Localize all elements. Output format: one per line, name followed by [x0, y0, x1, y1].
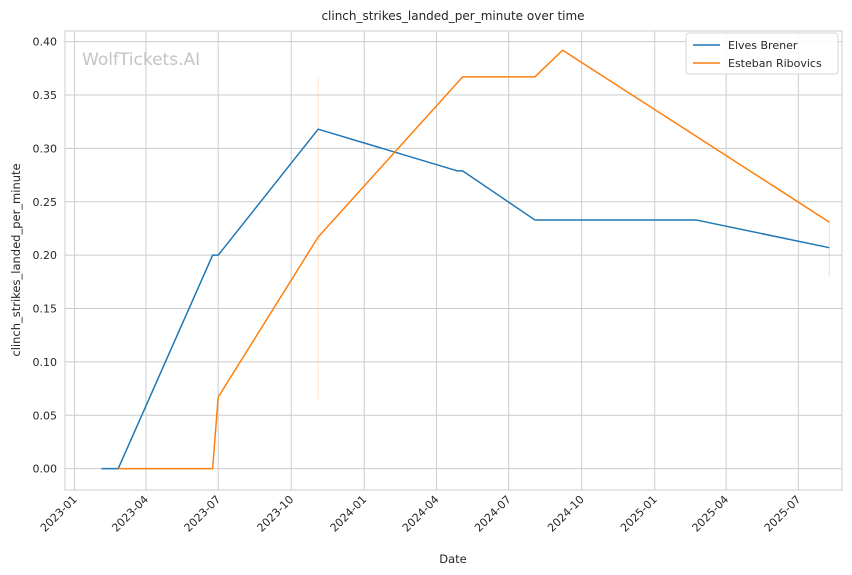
y-tick-label: 0.40 — [33, 36, 58, 49]
x-tick-label: 2025-01 — [618, 493, 660, 535]
y-tick-label: 0.10 — [33, 356, 58, 369]
x-tick-label: 2023-07 — [182, 493, 224, 535]
plot-background — [65, 31, 842, 490]
watermark: WolfTickets.AI — [82, 50, 200, 70]
x-axis-title: Date — [439, 552, 467, 566]
legend-label-esteban-ribovics: Esteban Ribovics — [728, 57, 822, 70]
x-tick-label: 2025-07 — [762, 493, 804, 535]
y-axis-title: clinch_strikes_landed_per_minute — [9, 163, 23, 356]
x-tick-labels: 2023-01 2023-04 2023-07 2023-10 2024-01 2024-… — [38, 493, 804, 535]
series-lines — [101, 49, 830, 470]
plot-frame — [64, 30, 843, 491]
series-line-esteban-ribovics — [118, 49, 830, 470]
y-tick-label: 0.20 — [33, 249, 58, 262]
legend-box — [685, 32, 839, 75]
x-tick-label: 2023-10 — [255, 493, 297, 535]
series-line-elves-brener — [101, 128, 830, 470]
x-tick-label: 2025-04 — [690, 493, 732, 535]
legend-label-elves-brener: Elves Brener — [728, 39, 798, 52]
x-tick-label: 2024-04 — [400, 493, 442, 535]
y-tick-label: 0.35 — [33, 89, 58, 102]
x-gridlines — [74, 31, 799, 490]
legend: Elves Brener Esteban Ribovics — [685, 32, 839, 75]
y-tick-label: 0.25 — [33, 196, 58, 209]
y-tick-labels: 0.00 0.05 0.10 0.15 0.20 0.25 0.30 0.35 0.40 — [33, 36, 58, 476]
y-tick-label: 0.05 — [33, 409, 58, 422]
x-tick-label: 2024-07 — [472, 493, 514, 535]
chart-title: clinch_strikes_landed_per_minute over ti… — [321, 9, 584, 23]
x-tick-label: 2024-10 — [545, 493, 587, 535]
y-tick-label: 0.00 — [33, 463, 58, 476]
x-tick-label: 2023-01 — [38, 493, 80, 535]
x-tick-label: 2024-01 — [328, 493, 370, 535]
y-tick-label: 0.15 — [33, 303, 58, 316]
x-tick-label: 2023-04 — [109, 493, 151, 535]
y-tick-label: 0.30 — [33, 142, 58, 155]
